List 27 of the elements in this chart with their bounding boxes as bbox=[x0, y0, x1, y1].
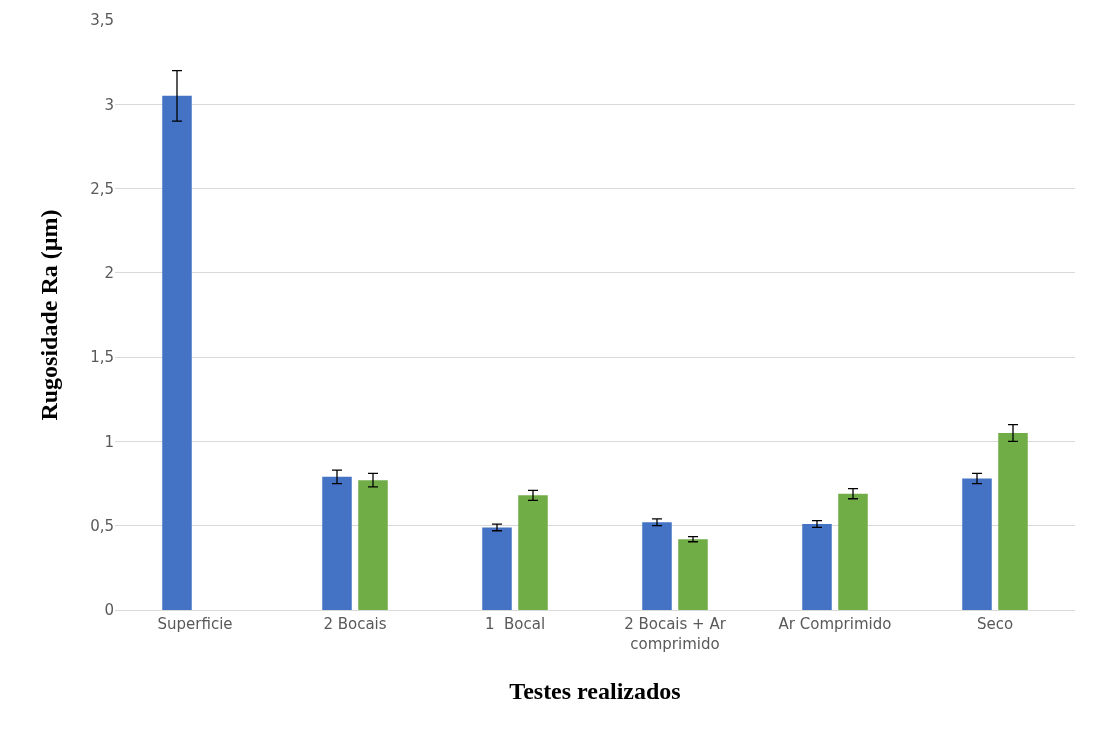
bar bbox=[838, 493, 868, 610]
y-tick-label: 0 bbox=[104, 601, 114, 620]
bar bbox=[998, 433, 1028, 610]
bar bbox=[678, 539, 708, 610]
bar bbox=[518, 495, 548, 610]
y-tick-label: 1 bbox=[104, 432, 114, 451]
x-tick-label: Seco bbox=[976, 615, 1014, 633]
bar bbox=[358, 480, 388, 610]
y-tick-label: 3,5 bbox=[90, 11, 114, 30]
bar bbox=[322, 476, 352, 610]
x-tick-label: 2 Bocais + Ar comprimido bbox=[624, 615, 727, 653]
bar bbox=[962, 478, 992, 610]
bar bbox=[802, 524, 832, 610]
y-axis-title: Rugosidade Ra (µm) bbox=[36, 209, 63, 421]
x-axis-title: Testes realizados bbox=[509, 677, 681, 704]
y-tick-label: 2,5 bbox=[90, 179, 114, 198]
y-tick-label: 1,5 bbox=[90, 348, 114, 367]
x-tick-label: 1 Bocal bbox=[484, 615, 546, 633]
bar bbox=[162, 95, 192, 610]
y-tick-label: 3 bbox=[104, 95, 114, 114]
x-tick-label: Ar Comprimido bbox=[778, 615, 892, 633]
x-tick-label: 2 Bocais bbox=[323, 615, 387, 633]
bar bbox=[482, 527, 512, 610]
y-tick-label: 2 bbox=[104, 264, 114, 283]
x-tick-label: Superficie bbox=[157, 615, 233, 633]
bar bbox=[642, 522, 672, 610]
y-tick-label: 0,5 bbox=[90, 516, 114, 535]
